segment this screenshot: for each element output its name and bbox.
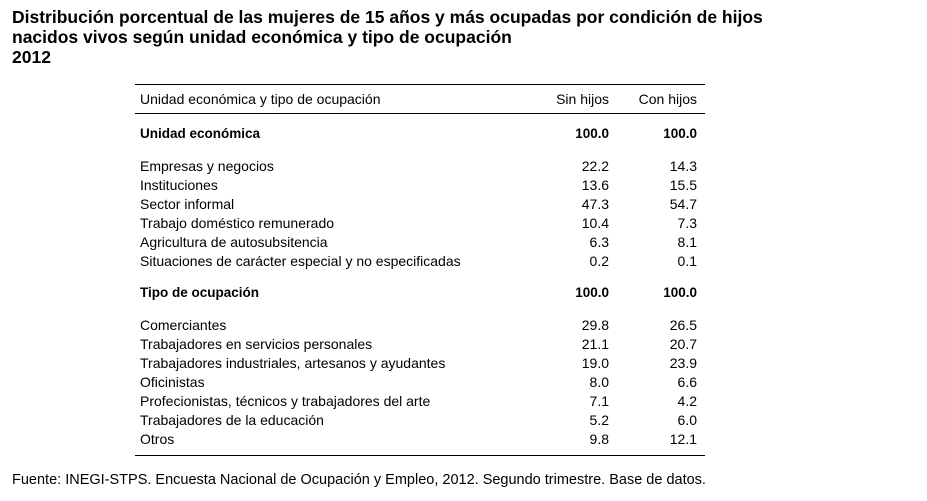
table-row: Trabajadores de la educación 5.2 6.0	[135, 411, 705, 430]
row-con-value: 0.1	[677, 253, 697, 269]
row-con-value: 8.1	[677, 234, 697, 250]
row-sin-value: 0.2	[589, 253, 609, 269]
row-label: Sector informal	[140, 196, 235, 212]
title-line-2: nacidos vivos según unidad económica y t…	[12, 27, 512, 47]
table-row: Comerciantes 29.8 26.5	[135, 316, 705, 335]
table-row: Sector informal 47.3 54.7	[135, 195, 705, 214]
row-label: Situaciones de carácter especial y no es…	[140, 253, 461, 269]
row-label: Otros	[140, 431, 175, 447]
row-con-value: 20.7	[669, 336, 697, 352]
header-rule	[135, 113, 705, 114]
row-con-value: 4.2	[677, 393, 697, 409]
header-row: Unidad económica y tipo de ocupación Sin…	[135, 85, 705, 113]
table-row: Otros 9.8 12.1	[135, 430, 705, 449]
section-row-tipo-ocupacion: Tipo de ocupación 100.0 100.0	[135, 283, 705, 302]
row-sin-value: 47.3	[581, 196, 609, 212]
title-line-3: 2012	[12, 47, 51, 67]
section2-rows: Comerciantes 29.8 26.5 Trabajadores en s…	[135, 316, 705, 449]
table-row: Profecionistas, técnicos y trabajadores …	[135, 392, 705, 411]
section-sin-value: 100.0	[575, 285, 609, 300]
row-label: Empresas y negocios	[140, 158, 274, 174]
row-sin-value: 22.2	[581, 158, 609, 174]
title-line-1: Distribución porcentual de las mujeres d…	[12, 7, 763, 27]
row-con-value: 12.1	[669, 431, 697, 447]
row-label: Oficinistas	[140, 374, 205, 390]
section-label: Unidad económica	[140, 126, 261, 141]
row-con-value: 6.0	[677, 412, 697, 428]
row-sin-value: 13.6	[581, 177, 609, 193]
row-sin-value: 10.4	[581, 215, 609, 231]
row-con-value: 54.7	[669, 196, 697, 212]
header-sin-hijos: Sin hijos	[556, 91, 609, 107]
table-row: Trabajadores en servicios personales 21.…	[135, 335, 705, 354]
table-row: Situaciones de carácter especial y no es…	[135, 252, 705, 271]
row-con-value: 26.5	[669, 317, 697, 333]
row-con-value: 15.5	[669, 177, 697, 193]
source-note: Fuente: INEGI-STPS. Encuesta Nacional de…	[12, 472, 706, 488]
section-con-value: 100.0	[663, 126, 697, 141]
row-label: Instituciones	[140, 177, 218, 193]
table-row: Empresas y negocios 22.2 14.3	[135, 157, 705, 176]
table-row: Agricultura de autosubsitencia 6.3 8.1	[135, 233, 705, 252]
header-con-hijos: Con hijos	[638, 91, 697, 107]
row-con-value: 23.9	[669, 355, 697, 371]
section-sin-value: 100.0	[575, 126, 609, 141]
row-sin-value: 21.1	[581, 336, 609, 352]
row-label: Profecionistas, técnicos y trabajadores …	[140, 393, 431, 409]
bottom-rule	[135, 455, 705, 456]
row-label: Trabajadores de la educación	[140, 412, 324, 428]
row-con-value: 14.3	[669, 158, 697, 174]
table-title: Distribución porcentual de las mujeres d…	[12, 7, 763, 67]
section-row-unidad-economica: Unidad económica 100.0 100.0	[135, 124, 705, 143]
row-con-value: 6.6	[677, 374, 697, 390]
row-sin-value: 19.0	[581, 355, 609, 371]
table-row: Instituciones 13.6 15.5	[135, 176, 705, 195]
row-label: Trabajadores en servicios personales	[140, 336, 373, 352]
section-label: Tipo de ocupación	[140, 285, 260, 300]
row-label: Trabajo doméstico remunerado	[140, 215, 335, 231]
data-table: Unidad económica y tipo de ocupación Sin…	[135, 84, 705, 456]
row-sin-value: 9.8	[589, 431, 609, 447]
row-sin-value: 8.0	[589, 374, 609, 390]
top-rule	[135, 84, 705, 85]
section-con-value: 100.0	[663, 285, 697, 300]
row-sin-value: 6.3	[589, 234, 609, 250]
table-row: Trabajadores industriales, artesanos y a…	[135, 354, 705, 373]
header-category: Unidad económica y tipo de ocupación	[140, 91, 381, 107]
row-con-value: 7.3	[677, 215, 697, 231]
row-label: Agricultura de autosubsitencia	[140, 234, 328, 250]
table-row: Oficinistas 8.0 6.6	[135, 373, 705, 392]
section1-rows: Empresas y negocios 22.2 14.3 Institucio…	[135, 157, 705, 271]
row-label: Comerciantes	[140, 317, 227, 333]
row-label: Trabajadores industriales, artesanos y a…	[140, 355, 446, 371]
row-sin-value: 7.1	[589, 393, 609, 409]
table-row: Trabajo doméstico remunerado 10.4 7.3	[135, 214, 705, 233]
row-sin-value: 29.8	[581, 317, 609, 333]
row-sin-value: 5.2	[589, 412, 609, 428]
